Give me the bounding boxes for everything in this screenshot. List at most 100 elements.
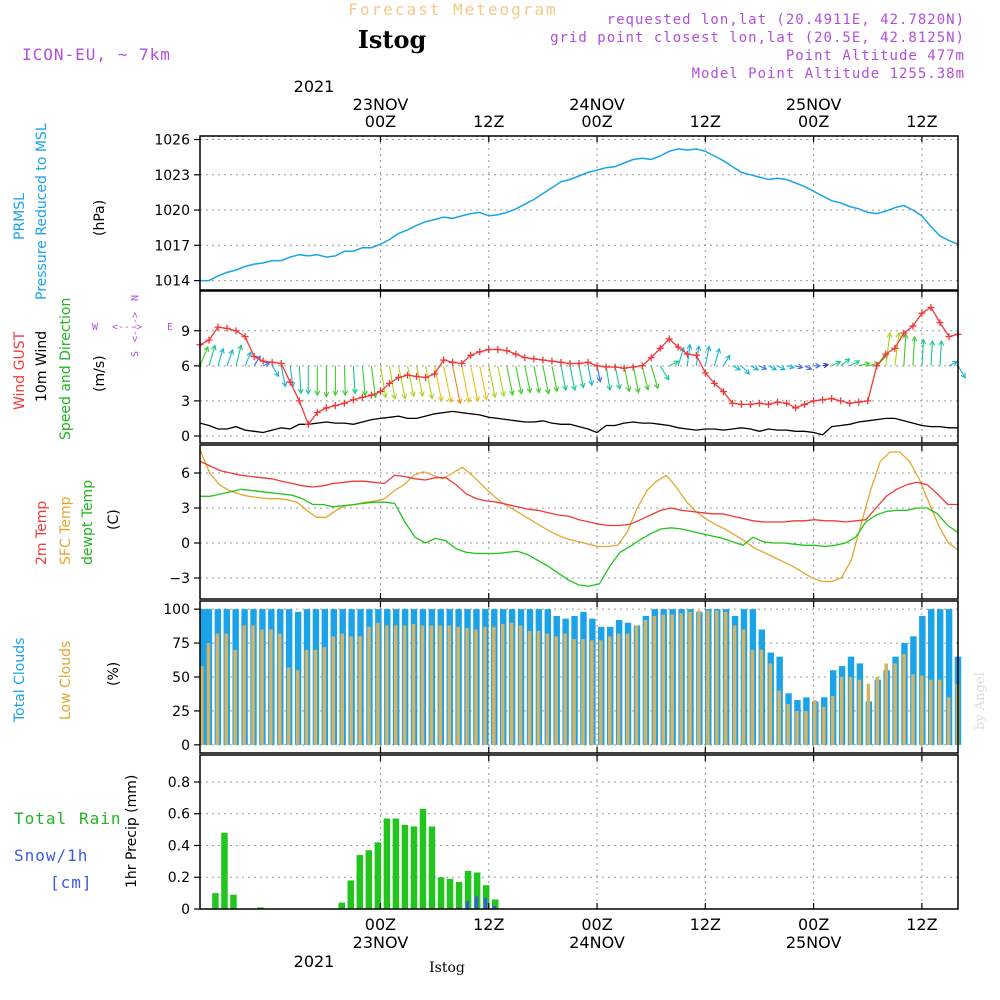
wind-arrow-shaft xyxy=(425,365,433,399)
low-cloud-bar xyxy=(367,626,371,745)
wind-arrow-head xyxy=(864,361,871,367)
pressure-panel-frame xyxy=(199,135,959,291)
wind-arrow-shaft xyxy=(795,365,803,369)
wind-arrow-shaft xyxy=(849,360,860,367)
wind-arrow-shaft xyxy=(885,332,891,366)
low-cloud-bar xyxy=(376,622,380,745)
gust-point-marker xyxy=(268,358,276,366)
low-cloud-bar xyxy=(509,622,514,745)
gust-point-marker xyxy=(404,371,412,379)
gust-point-marker xyxy=(647,354,655,362)
y-tick-label: 50 xyxy=(172,670,190,686)
clouds-panel: 0 25 50 75 100 Total Clouds Low Clouds (%) b… xyxy=(12,600,988,754)
wind-arrow-head xyxy=(653,383,660,390)
gust-point-marker xyxy=(873,362,881,370)
rain-bar xyxy=(257,907,264,909)
pressure-panel: 1014 1017 1020 1023 1026 PRMSL Pressure Redu… xyxy=(12,123,959,300)
y-tick-label: 6 xyxy=(181,466,190,482)
wind-arrow-head xyxy=(579,382,586,389)
wind-gust-markers xyxy=(196,303,962,428)
wind-label-gust: Wind GUST xyxy=(12,331,28,410)
gust-point-marker xyxy=(774,398,782,406)
low-cloud-bar xyxy=(545,633,550,745)
wind-arrow-shaft xyxy=(713,348,720,366)
low-cloud-bar xyxy=(795,710,799,745)
low-cloud-bar xyxy=(590,640,594,745)
gust-point-marker xyxy=(503,347,511,355)
wind-arrow-head xyxy=(219,347,225,354)
wind-arrow-head xyxy=(391,393,398,400)
y-tick-label: 0.6 xyxy=(168,807,190,823)
compass-west: W xyxy=(92,322,99,333)
low-cloud-bar xyxy=(697,610,701,745)
y-tick-label: 0.4 xyxy=(168,838,190,854)
gust-point-marker xyxy=(801,400,809,408)
low-cloud-bar xyxy=(839,677,844,745)
wind-arrow-head xyxy=(715,347,721,354)
wind-arrow-shaft xyxy=(361,365,366,396)
y-tick-label: 1026 xyxy=(154,133,190,149)
gust-point-marker xyxy=(286,378,294,386)
gust-point-marker xyxy=(638,362,646,370)
low-cloud-bar xyxy=(652,615,657,745)
wind-arrow-head xyxy=(447,397,453,404)
wind-arrow-head xyxy=(273,371,280,378)
gust-point-marker xyxy=(331,402,339,410)
bottom-year-label: 2021 xyxy=(294,952,335,971)
low-cloud-bar xyxy=(759,649,764,745)
low-cloud-bar xyxy=(670,614,674,745)
gust-point-marker xyxy=(728,399,736,407)
precip-label-rain: Rain xyxy=(79,809,122,828)
gust-point-marker xyxy=(683,350,691,358)
grid-point-lonlat: grid point closest lon,lat (20.5E, 42.81… xyxy=(550,30,965,46)
low-cloud-bar xyxy=(527,630,532,745)
y-tick-label: 3 xyxy=(181,394,190,410)
low-cloud-bar xyxy=(402,625,407,745)
wind-arrow-head xyxy=(438,396,444,403)
gust-point-marker xyxy=(765,400,772,408)
gust-point-marker xyxy=(755,399,763,407)
wind-arrow-head xyxy=(911,335,918,342)
low-cloud-bar xyxy=(331,636,336,745)
gust-point-marker xyxy=(746,400,754,408)
gust-point-marker xyxy=(810,397,818,405)
wind-arrow-head xyxy=(401,393,408,400)
gust-point-marker xyxy=(349,396,357,404)
low-cloud-bar xyxy=(483,626,487,745)
wind-arrow-shaft xyxy=(930,340,934,366)
wind-arrow-shaft xyxy=(948,361,958,367)
gust-point-marker xyxy=(530,355,538,363)
low-cloud-bar xyxy=(813,700,817,745)
gust-point-marker xyxy=(864,397,872,405)
low-cloud-bar xyxy=(599,640,603,745)
wind-arrow-head xyxy=(297,388,304,395)
model-label: ICON-EU, ~ 7km xyxy=(22,45,171,64)
low-cloud-bar xyxy=(447,625,452,745)
precip-bars xyxy=(212,808,499,909)
rain-bar xyxy=(437,877,445,909)
low-cloud-bar xyxy=(946,697,951,745)
wind-arrow-shaft xyxy=(434,365,443,402)
low-cloud-bar xyxy=(750,649,755,745)
snow-bar xyxy=(483,897,488,909)
low-cloud-bar xyxy=(902,653,906,745)
point-altitude: Point Altitude 477m xyxy=(786,48,965,64)
wind-arrow-shaft xyxy=(768,365,777,371)
low-cloud-bar xyxy=(715,610,719,745)
sfc-temp-series-line xyxy=(199,449,959,583)
y-tick-label: 6 xyxy=(181,359,190,375)
low-cloud-bar xyxy=(269,629,273,745)
gust-point-marker xyxy=(837,397,845,405)
pressure-label-reduced: Pressure Reduced to MSL xyxy=(34,123,50,300)
low-cloud-bar xyxy=(242,625,246,745)
y-tick-label: 75 xyxy=(172,636,190,652)
wind-arrow-head xyxy=(920,338,927,345)
wind-arrow-head xyxy=(382,392,388,399)
wind-arrow-head xyxy=(761,364,768,370)
gust-point-marker xyxy=(891,344,899,352)
clouds-unit: (%) xyxy=(106,662,122,686)
rain-bar xyxy=(347,880,355,909)
low-cloud-bar xyxy=(608,636,612,745)
low-cloud-bar xyxy=(251,625,255,745)
